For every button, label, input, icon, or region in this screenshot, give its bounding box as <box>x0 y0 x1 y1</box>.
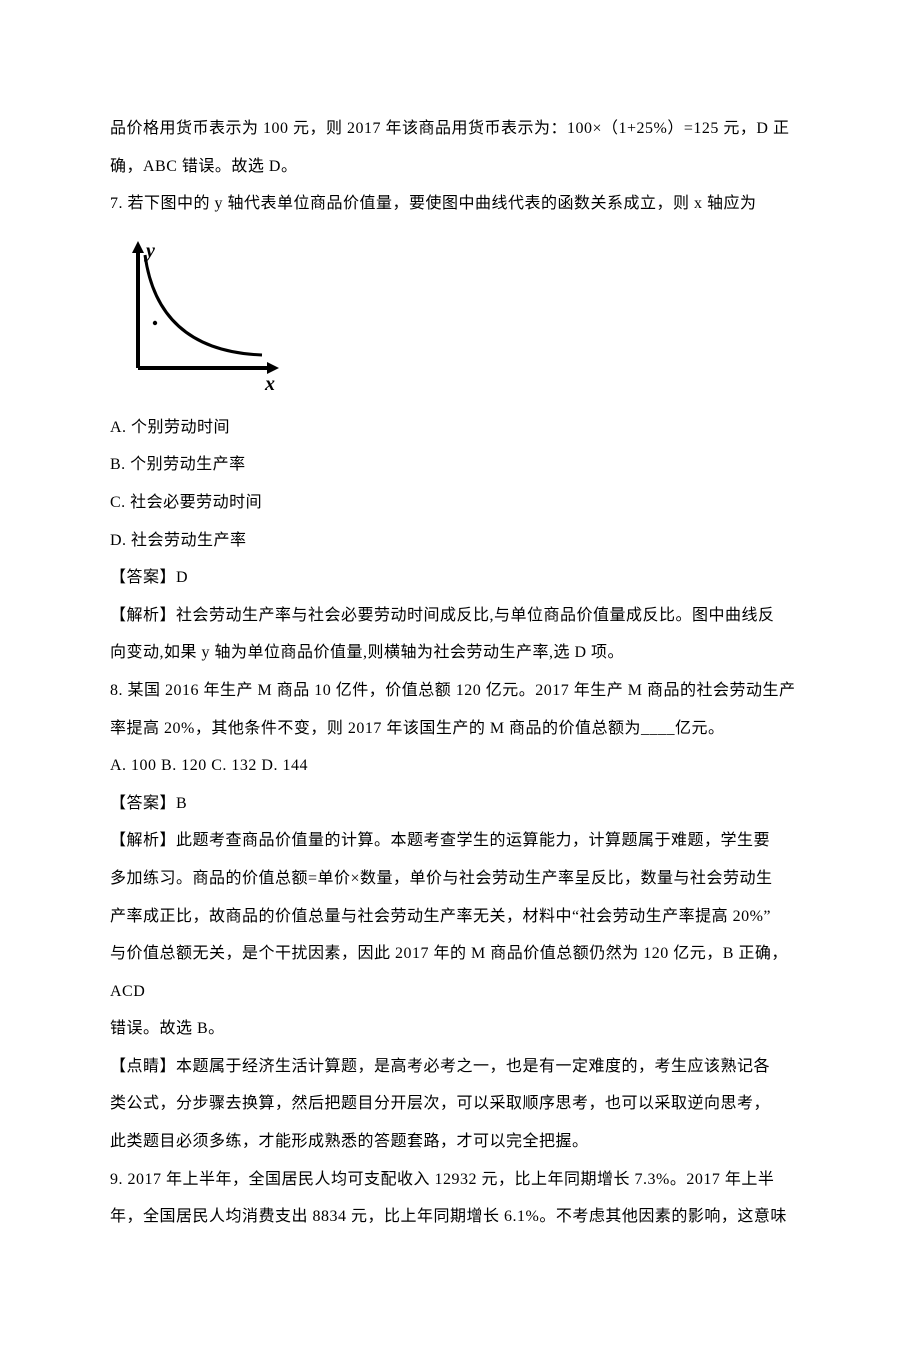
q7-option-a: A. 个别劳动时间 <box>110 409 810 447</box>
q8-explanation-2: 多加练习。商品的价值总额=单价×数量，单价与社会劳动生产率呈反比，数量与社会劳动… <box>110 860 810 898</box>
x-axis-label: x <box>264 373 275 395</box>
prev-answer-line-1: 品价格用货币表示为 100 元，则 2017 年该商品用货币表示为：100×（1… <box>110 110 810 148</box>
q7-stem: 7. 若下图中的 y 轴代表单位商品价值量，要使图中曲线代表的函数关系成立，则 … <box>110 185 810 223</box>
q8-tip-2: 类公式，分步骤去换算，然后把题目分开层次，可以采取顺序思考，也可以采取逆向思考， <box>110 1085 810 1123</box>
q8-stem-2: 率提高 20%，其他条件不变，则 2017 年该国生产的 M 商品的价值总额为_… <box>110 710 810 748</box>
q8-answer: 【答案】B <box>110 785 810 823</box>
q8-options: A. 100 B. 120 C. 132 D. 144 <box>110 747 810 785</box>
document-page: 品价格用货币表示为 100 元，则 2017 年该商品用货币表示为：100×（1… <box>0 0 920 1346</box>
q8-explanation-3: 产率成正比，故商品的价值总量与社会劳动生产率无关，材料中“社会劳动生产率提高 2… <box>110 898 810 936</box>
q8-tip-1: 【点睛】本题属于经济生活计算题，是高考必考之一，也是有一定难度的，考生应该熟记各 <box>110 1048 810 1086</box>
q7-chart: y x <box>110 233 810 403</box>
y-axis-label: y <box>144 240 155 262</box>
inverse-curve-chart: y x <box>110 233 295 403</box>
curve-dot <box>153 321 157 325</box>
q8-explanation-1: 【解析】此题考查商品价值量的计算。本题考查学生的运算能力，计算题属于难题，学生要 <box>110 822 810 860</box>
q8-explanation-4: 与价值总额无关，是个干扰因素，因此 2017 年的 M 商品价值总额仍然为 12… <box>110 935 810 1010</box>
prev-answer-line-2: 确，ABC 错误。故选 D。 <box>110 148 810 186</box>
q8-stem-1: 8. 某国 2016 年生产 M 商品 10 亿件，价值总额 120 亿元。20… <box>110 672 810 710</box>
q7-explanation-1: 【解析】社会劳动生产率与社会必要劳动时间成反比,与单位商品价值量成反比。图中曲线… <box>110 597 810 635</box>
q8-tip-3: 此类题目必须多练，才能形成熟悉的答题套路，才可以完全把握。 <box>110 1123 810 1161</box>
q7-option-d: D. 社会劳动生产率 <box>110 522 810 560</box>
q7-option-c: C. 社会必要劳动时间 <box>110 484 810 522</box>
q7-explanation-2: 向变动,如果 y 轴为单位商品价值量,则横轴为社会劳动生产率,选 D 项。 <box>110 634 810 672</box>
q7-option-b: B. 个别劳动生产率 <box>110 446 810 484</box>
q8-explanation-5: 错误。故选 B。 <box>110 1010 810 1048</box>
q9-stem-1: 9. 2017 年上半年，全国居民人均可支配收入 12932 元，比上年同期增长… <box>110 1161 810 1199</box>
q9-stem-2: 年，全国居民人均消费支出 8834 元，比上年同期增长 6.1%。不考虑其他因素… <box>110 1198 810 1236</box>
q7-answer: 【答案】D <box>110 559 810 597</box>
